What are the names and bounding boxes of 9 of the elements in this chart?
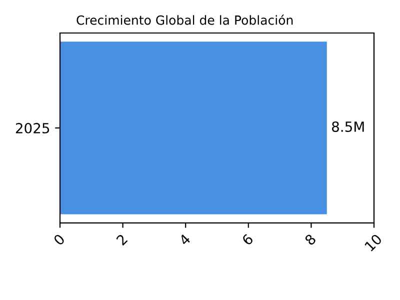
x-tick-label: 6 xyxy=(241,233,254,246)
x-tick-label: 8 xyxy=(304,233,316,246)
data-label: 8.5M xyxy=(332,121,364,132)
x-tick-label: 4 xyxy=(178,233,191,246)
y-tick-label: 2025 xyxy=(16,122,50,134)
x-tick-label: 10 xyxy=(364,233,382,252)
x-tick-label: 0 xyxy=(52,233,66,246)
chart-title: Crecimiento Global de la Población xyxy=(76,14,293,25)
x-tick-label: 2 xyxy=(116,234,128,246)
